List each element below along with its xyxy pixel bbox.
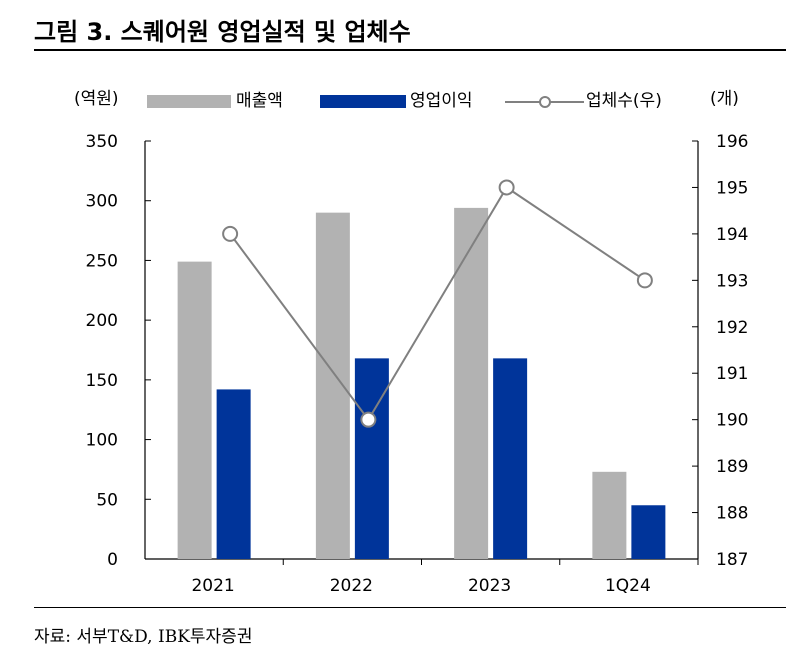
- x-tick-label: 1Q24: [605, 576, 651, 596]
- line-point: [360, 411, 377, 428]
- title-rule: [34, 49, 786, 51]
- right-tick-label: 191: [716, 364, 748, 384]
- left-tick-label: 0: [107, 550, 118, 570]
- bar-operating-profit: [354, 358, 389, 559]
- right-tick-label: 196: [716, 132, 748, 152]
- left-tick-label: 250: [86, 251, 118, 271]
- x-tick-label: 2021: [191, 576, 234, 596]
- right-tick-label: 194: [716, 225, 748, 245]
- x-tick-label: 2023: [468, 576, 511, 596]
- bar-revenue: [454, 207, 489, 559]
- right-tick-label: 188: [716, 504, 748, 524]
- right-tick-label: 195: [716, 178, 748, 198]
- chart-title: 그림 3. 스퀘어원 영업실적 및 업체수: [34, 18, 411, 46]
- right-axis-unit: (개): [710, 89, 739, 109]
- line-series: [222, 179, 653, 428]
- legend-swatch-operating-profit: [320, 95, 406, 108]
- legend-label-revenue: 매출액: [236, 91, 283, 111]
- left-tick-label: 300: [86, 192, 118, 212]
- right-tick-label: 189: [716, 457, 748, 477]
- right-tick-label: 193: [716, 271, 748, 291]
- line-company-count: [229, 186, 646, 422]
- source-rule: [34, 607, 786, 608]
- bar-operating-profit: [493, 358, 528, 559]
- bar-operating-profit: [216, 389, 251, 559]
- legend-swatch-revenue: [147, 95, 231, 108]
- line-point: [636, 272, 653, 289]
- axes: 0 50 100 150 200 250 300 350 187 188 189 190 191 192 1…: [74, 89, 748, 596]
- left-tick-label: 150: [86, 371, 118, 391]
- legend-label-operating-profit: 영업이익: [410, 91, 473, 111]
- legend-label-company-count: 업체수(우): [586, 91, 662, 111]
- legend-marker-company-count: [539, 96, 551, 108]
- left-tick-label: 50: [96, 490, 118, 510]
- source-note: 자료: 서부T&D, IBK투자증권: [34, 627, 253, 647]
- line-point: [498, 179, 515, 196]
- bar-operating-profit: [631, 505, 666, 559]
- left-tick-label: 350: [86, 132, 118, 152]
- left-tick-label: 200: [86, 311, 118, 331]
- right-tick-label: 190: [716, 411, 748, 431]
- x-tick-label: 2022: [330, 576, 373, 596]
- left-tick-label: 100: [86, 431, 118, 451]
- line-point: [222, 225, 239, 242]
- right-tick-label: 187: [716, 550, 748, 570]
- bars: [177, 207, 666, 559]
- legend: 매출액 영업이익 업체수(우): [147, 91, 662, 111]
- left-axis-unit: (역원): [74, 89, 119, 109]
- bar-revenue: [592, 471, 627, 559]
- bar-revenue: [177, 261, 212, 559]
- right-tick-label: 192: [716, 318, 748, 338]
- bar-revenue: [315, 212, 350, 559]
